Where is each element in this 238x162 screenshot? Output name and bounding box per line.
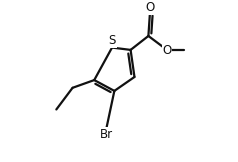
Text: Br: Br: [100, 128, 113, 141]
Text: O: O: [162, 44, 172, 57]
Text: O: O: [145, 1, 154, 14]
Text: S: S: [108, 34, 116, 47]
